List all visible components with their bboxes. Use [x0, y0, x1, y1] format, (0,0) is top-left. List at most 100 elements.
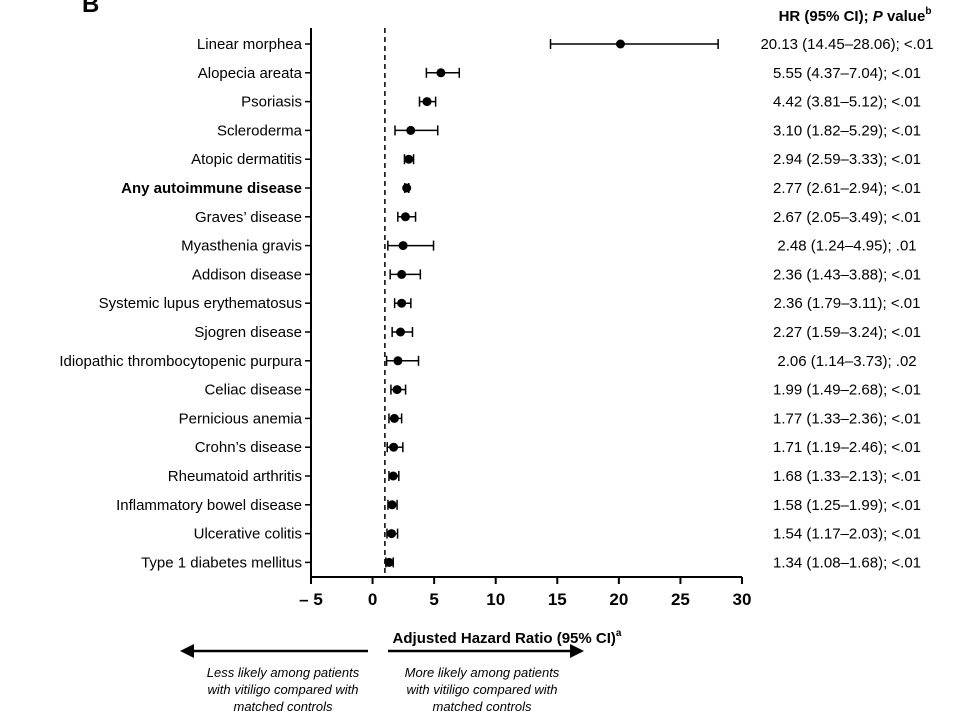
row-label: Linear morphea [197, 36, 303, 53]
hr-point [387, 529, 397, 539]
forest-row: Alopecia areata 5.55 (4.37–7.04); <.01 [198, 65, 921, 82]
forest-row: Rheumatoid arthritis 1.68 (1.33–2.13); <.… [168, 468, 921, 485]
annotation-left-line1: Less likely among patients [207, 665, 360, 680]
annotation-right-line1: More likely among patients [405, 665, 560, 680]
hr-point [615, 39, 625, 49]
hr-point [389, 442, 399, 452]
annotation-right-line2: with vitiligo compared with [406, 682, 557, 697]
left-arrow-head [180, 644, 194, 658]
annotation-left-line2: with vitiligo compared with [207, 682, 358, 697]
right-arrow-head [570, 644, 584, 658]
forest-row: Atopic dermatitis 2.94 (2.59–3.33); <.01 [191, 151, 921, 168]
hr-point [397, 269, 407, 279]
annotation-left-line3: matched controls [234, 699, 333, 714]
row-label: Psoriasis [241, 94, 302, 111]
row-label: Rheumatoid arthritis [168, 468, 302, 485]
hr-value: 1.34 (1.08–1.68); <.01 [773, 554, 921, 571]
forest-row: Graves’ disease 2.67 (2.05–3.49); <.01 [195, 209, 921, 226]
hr-point [388, 471, 398, 481]
hr-point [436, 68, 446, 78]
forest-row: Systemic lupus erythematosus 2.36 (1.79–3… [99, 295, 921, 312]
x-tick-label: 15 [548, 590, 567, 609]
row-label: Sjogren disease [194, 324, 302, 341]
hr-value: 5.55 (4.37–7.04); <.01 [773, 65, 921, 82]
forest-row: Psoriasis 4.42 (3.81–5.12); <.01 [241, 94, 921, 111]
hr-value: 3.10 (1.82–5.29); <.01 [773, 122, 921, 139]
hr-value: 2.48 (1.24–4.95); .01 [777, 238, 916, 255]
hr-point [387, 500, 397, 510]
hr-value: 2.94 (2.59–3.33); <.01 [773, 151, 921, 168]
forest-row: Crohn’s disease 1.71 (1.19–2.46); <.01 [195, 439, 921, 456]
hr-value: 2.67 (2.05–3.49); <.01 [773, 209, 921, 226]
row-label: Myasthenia gravis [181, 238, 302, 255]
forest-rows: Linear morphea 20.13 (14.45–28.06); <.01 A… [59, 28, 934, 577]
hr-value: 2.36 (1.43–3.88); <.01 [773, 266, 921, 283]
row-label: Crohn’s disease [195, 439, 302, 456]
forest-row: Type 1 diabetes mellitus 1.34 (1.08–1.68)… [141, 554, 921, 571]
row-label: Pernicious anemia [179, 410, 303, 427]
forest-row: Scleroderma 3.10 (1.82–5.29); <.01 [217, 122, 921, 139]
row-label: Alopecia areata [198, 65, 303, 82]
forest-row: Celiac disease 1.99 (1.49–2.68); <.01 [204, 382, 921, 399]
annotation-right-line3: matched controls [433, 699, 532, 714]
hr-value: 2.77 (2.61–2.94); <.01 [773, 180, 921, 197]
row-label: Atopic dermatitis [191, 151, 302, 168]
hr-point [398, 241, 408, 251]
x-axis-label: Adjusted Hazard Ratio (95% CI)a [393, 628, 622, 647]
forest-row: Inflammatory bowel disease 1.58 (1.25–1.9… [116, 497, 921, 514]
forest-row: Addison disease 2.36 (1.43–3.88); <.01 [192, 266, 921, 283]
hr-value: 2.27 (1.59–3.24); <.01 [773, 324, 921, 341]
hr-value: 2.36 (1.79–3.11); <.01 [774, 295, 921, 312]
forest-row: Idiopathic thrombocytopenic purpura 2.06 … [59, 353, 916, 370]
hr-point [404, 154, 414, 164]
x-tick-label: 0 [368, 590, 377, 609]
hr-point [393, 356, 403, 366]
hr-point [422, 97, 432, 107]
row-label: Addison disease [192, 266, 302, 283]
hr-value: 1.58 (1.25–1.99); <.01 [773, 497, 921, 514]
row-label: Idiopathic thrombocytopenic purpura [59, 353, 302, 370]
hr-value: 1.54 (1.17–2.03); <.01 [773, 526, 921, 543]
hr-value: 1.71 (1.19–2.46); <.01 [773, 439, 921, 456]
hr-point [392, 385, 402, 395]
annotation-left: Less likely among patients with vitiligo… [207, 665, 360, 714]
hr-point [402, 183, 412, 193]
hr-point [400, 212, 410, 222]
annotation-right: More likely among patients with vitiligo… [405, 665, 560, 714]
hr-point [389, 413, 399, 423]
forest-row: Sjogren disease 2.27 (1.59–3.24); <.01 [194, 324, 921, 341]
hr-value: 20.13 (14.45–28.06); <.01 [760, 36, 933, 53]
hr-point [406, 125, 416, 135]
hr-value: 2.06 (1.14–3.73); .02 [777, 353, 916, 370]
row-label: Ulcerative colitis [194, 526, 302, 543]
forest-row: Ulcerative colitis 1.54 (1.17–2.03); <.01 [194, 526, 921, 543]
hr-point [397, 298, 407, 308]
row-label: Celiac disease [204, 382, 302, 399]
x-axis: – 5 0 5 10 15 20 25 30 [299, 28, 751, 609]
hr-value: 4.42 (3.81–5.12); <.01 [773, 94, 921, 111]
row-label: Inflammatory bowel disease [116, 497, 302, 514]
direction-arrows [180, 644, 584, 658]
x-tick-label: 10 [486, 590, 505, 609]
x-tick-label: – 5 [299, 590, 323, 609]
row-label: Graves’ disease [195, 209, 302, 226]
hr-value: 1.68 (1.33–2.13); <.01 [773, 468, 921, 485]
x-tick-label: 25 [671, 590, 690, 609]
x-tick-label: 30 [733, 590, 752, 609]
x-tick-label: 20 [609, 590, 628, 609]
hr-value: 1.77 (1.33–2.36); <.01 [773, 410, 921, 427]
row-label: Scleroderma [217, 122, 303, 139]
row-label: Systemic lupus erythematosus [99, 295, 302, 312]
hr-value: 1.99 (1.49–2.68); <.01 [773, 382, 921, 399]
panel-label: B [82, 0, 99, 18]
hr-point [384, 557, 394, 567]
forest-row: Myasthenia gravis 2.48 (1.24–4.95); .01 [181, 238, 917, 255]
hr-point [396, 327, 406, 337]
forest-row: Linear morphea 20.13 (14.45–28.06); <.01 [197, 36, 934, 53]
x-tick-label: 5 [429, 590, 438, 609]
forest-row: Pernicious anemia 1.77 (1.33–2.36); <.01 [179, 410, 921, 427]
column-header: HR (95% CI); P valueb [779, 6, 932, 25]
forest-row: Any autoimmune disease 2.77 (2.61–2.94); … [121, 180, 921, 197]
row-label: Any autoimmune disease [121, 180, 302, 197]
